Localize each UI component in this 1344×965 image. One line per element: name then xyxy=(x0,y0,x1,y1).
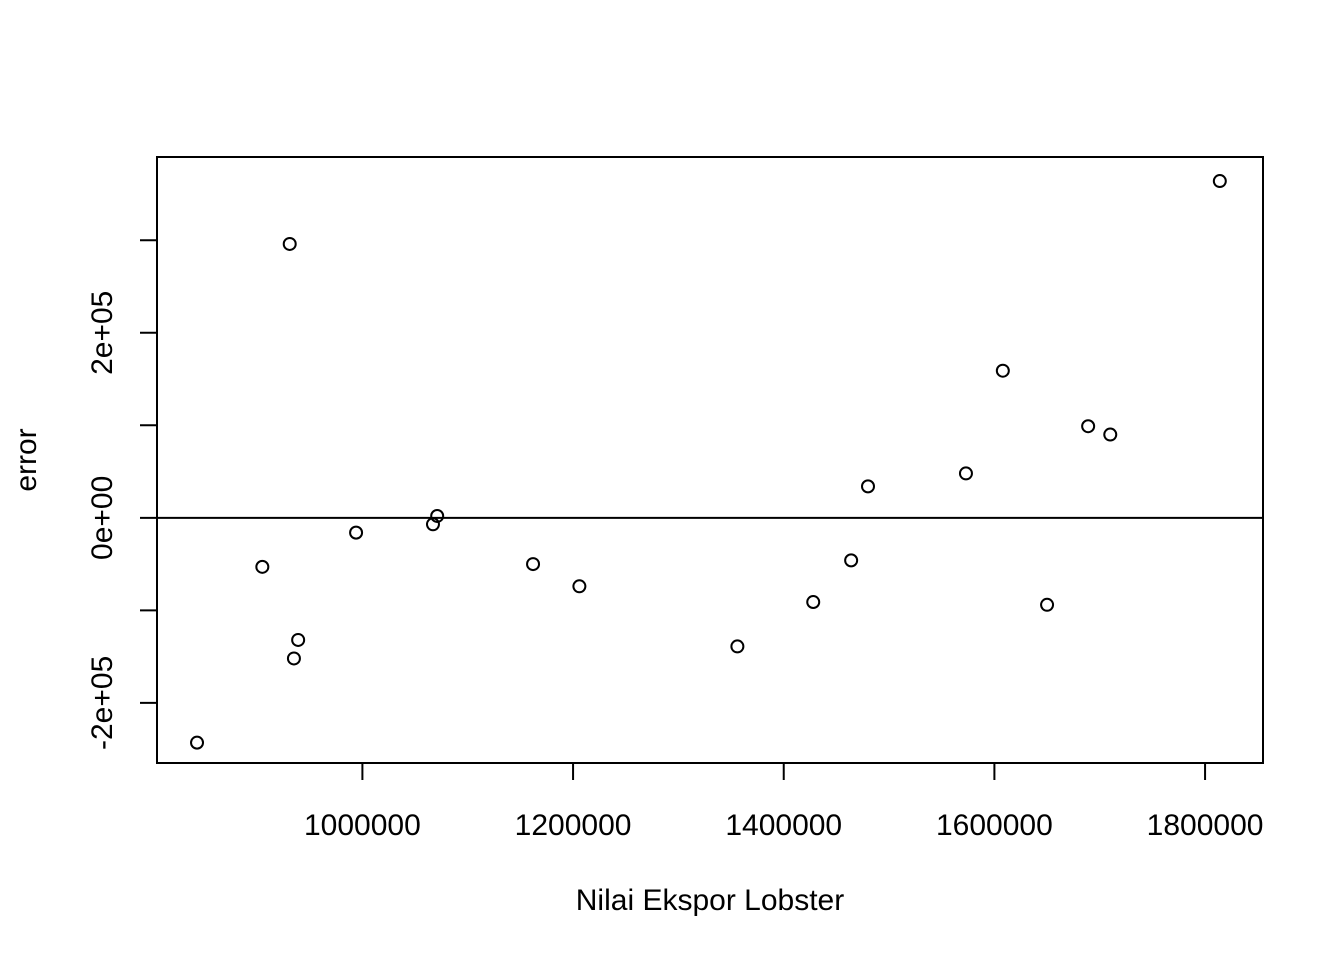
data-point xyxy=(844,553,859,568)
y-tick-label: 2e+05 xyxy=(86,291,119,375)
data-point xyxy=(730,639,745,654)
x-axis: 1000000 1200000 1400000 1600000 1800000 xyxy=(304,762,1264,842)
data-point xyxy=(286,651,301,666)
data-point xyxy=(1103,427,1118,442)
x-axis-label: Nilai Ekspor Lobster xyxy=(576,884,844,917)
y-axis: -2e+05 0e+00 2e+05 xyxy=(86,239,158,750)
data-point xyxy=(190,735,205,750)
data-point xyxy=(995,363,1010,378)
data-point xyxy=(861,479,875,494)
data-points xyxy=(190,174,1227,750)
y-axis-label: error xyxy=(10,428,43,491)
data-point xyxy=(349,525,364,540)
x-tick-label: 1400000 xyxy=(725,809,842,842)
y-tick-label: -2e+05 xyxy=(86,656,119,750)
x-tick-label: 1200000 xyxy=(515,809,632,842)
data-point xyxy=(255,559,270,574)
plot-frame xyxy=(156,156,1264,764)
data-point xyxy=(291,632,306,647)
data-point xyxy=(572,579,587,594)
data-point xyxy=(425,517,440,532)
y-tick-label: 0e+00 xyxy=(86,476,119,560)
data-point xyxy=(806,595,821,610)
data-point xyxy=(526,557,541,572)
data-point xyxy=(1040,597,1055,612)
data-point xyxy=(1081,419,1096,434)
x-tick-label: 1800000 xyxy=(1147,809,1264,842)
data-point xyxy=(958,466,973,481)
data-point xyxy=(282,236,297,251)
data-point xyxy=(1212,174,1227,189)
data-point xyxy=(430,508,445,523)
x-tick-label: 1600000 xyxy=(936,809,1053,842)
x-tick-label: 1000000 xyxy=(304,809,421,842)
